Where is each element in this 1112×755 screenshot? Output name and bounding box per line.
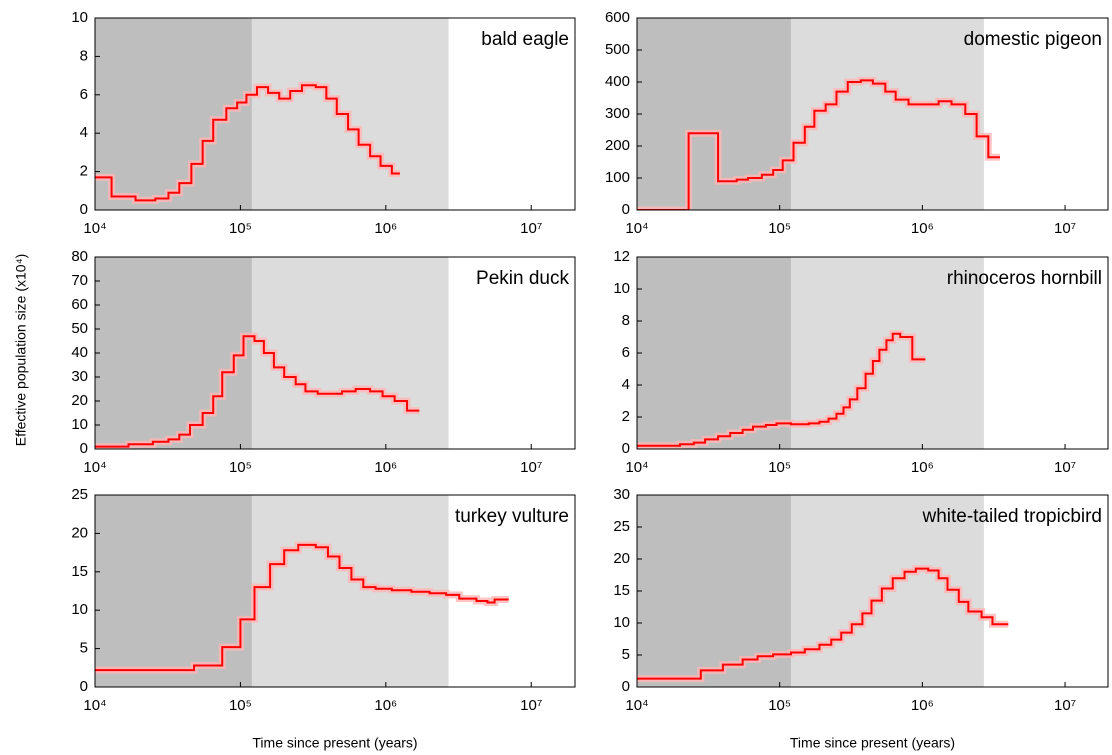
- x-tick-label: 10⁶: [911, 697, 934, 714]
- y-tick-label: 30: [613, 486, 630, 503]
- shaded-period: [95, 495, 252, 687]
- x-tick-label: 10⁷: [1054, 697, 1076, 714]
- y-tick-label: 20: [71, 524, 88, 541]
- x-axis-label: Time since present (years): [790, 735, 955, 751]
- x-tick-label: 10⁵: [229, 220, 252, 237]
- y-tick-label: 6: [80, 86, 88, 103]
- y-tick-label: 20: [613, 550, 630, 567]
- x-tick-label: 10⁴: [625, 697, 648, 714]
- psmc-line: [637, 332, 926, 447]
- y-tick-label: 0: [622, 201, 630, 218]
- x-tick-label: 10⁶: [374, 697, 397, 714]
- panel-title: domestic pigeon: [964, 29, 1102, 50]
- panel-title: Pekin duck: [476, 268, 569, 289]
- x-tick-label: 10⁵: [768, 459, 791, 476]
- y-tick-label: 2: [80, 163, 88, 180]
- y-tick-label: 2: [622, 408, 630, 425]
- y-axis-label: Effective population size (x10⁴): [13, 254, 29, 447]
- panel: [637, 495, 1009, 687]
- y-tick-label: 30: [71, 368, 88, 385]
- y-tick-label: 0: [80, 678, 88, 695]
- x-tick-label: 10⁵: [229, 459, 252, 476]
- psmc-line: [95, 335, 420, 448]
- y-tick-label: 4: [80, 124, 88, 141]
- y-tick-label: 500: [605, 41, 630, 58]
- y-tick-label: 4: [622, 376, 630, 393]
- y-tick-label: 10: [613, 614, 630, 631]
- x-tick-label: 10⁶: [911, 459, 934, 476]
- y-tick-label: 8: [80, 47, 88, 64]
- x-tick-label: 10⁴: [625, 220, 648, 237]
- y-tick-label: 100: [605, 169, 630, 186]
- y-tick-label: 0: [80, 440, 88, 457]
- shaded-period: [95, 257, 252, 449]
- shaded-period: [251, 257, 449, 449]
- x-tick-label: 10⁵: [768, 220, 791, 237]
- y-tick-label: 25: [71, 486, 88, 503]
- y-tick-label: 10: [71, 416, 88, 433]
- y-tick-label: 400: [605, 73, 630, 90]
- x-tick-label: 10⁴: [83, 220, 106, 237]
- y-tick-label: 40: [71, 344, 88, 361]
- y-tick-label: 300: [605, 105, 630, 122]
- y-tick-label: 8: [622, 312, 630, 329]
- plot-frame: [94, 17, 576, 211]
- y-tick-label: 15: [71, 563, 88, 580]
- y-tick-label: 10: [71, 601, 88, 618]
- plot-frame: [94, 494, 576, 688]
- y-tick-label: 600: [605, 9, 630, 26]
- y-tick-label: 5: [622, 646, 630, 663]
- shaded-period: [637, 257, 791, 449]
- y-tick-label: 60: [71, 296, 88, 313]
- y-tick-label: 15: [613, 582, 630, 599]
- y-tick-label: 70: [71, 272, 88, 289]
- panel: [95, 257, 449, 449]
- panel: [95, 495, 509, 687]
- y-tick-label: 0: [622, 678, 630, 695]
- y-tick-label: 20: [71, 392, 88, 409]
- psmc-line: [95, 84, 400, 202]
- y-tick-label: 12: [613, 248, 630, 265]
- x-tick-label: 10⁷: [1054, 220, 1076, 237]
- y-tick-label: 200: [605, 137, 630, 154]
- y-tick-label: 10: [613, 280, 630, 297]
- x-tick-label: 10⁶: [374, 220, 397, 237]
- x-axis-label: Time since present (years): [252, 735, 417, 751]
- x-tick-label: 10⁵: [229, 697, 252, 714]
- x-tick-label: 10⁶: [374, 459, 397, 476]
- x-tick-label: 10⁴: [83, 459, 106, 476]
- panel: [637, 257, 984, 449]
- panel-title: white-tailed tropicbird: [921, 506, 1102, 527]
- panel: [637, 18, 1000, 210]
- panel-title: rhinoceros hornbill: [947, 268, 1102, 289]
- x-tick-label: 10⁷: [520, 697, 542, 714]
- psmc-line: [637, 79, 1000, 210]
- panel: [95, 18, 449, 210]
- x-tick-label: 10⁶: [911, 220, 934, 237]
- x-tick-label: 10⁴: [625, 459, 648, 476]
- x-tick-label: 10⁷: [520, 220, 542, 237]
- shaded-period: [637, 18, 791, 210]
- y-tick-label: 25: [613, 518, 630, 535]
- y-tick-label: 50: [71, 320, 88, 337]
- x-tick-label: 10⁴: [83, 697, 106, 714]
- y-tick-label: 0: [80, 201, 88, 218]
- y-tick-label: 10: [71, 9, 88, 26]
- y-tick-label: 80: [71, 248, 88, 265]
- y-tick-label: 6: [622, 344, 630, 361]
- y-tick-label: 5: [80, 640, 88, 657]
- y-tick-label: 0: [622, 440, 630, 457]
- x-tick-label: 10⁷: [1054, 459, 1076, 476]
- panel-title: turkey vulture: [455, 506, 569, 527]
- panel-title: bald eagle: [481, 29, 569, 50]
- psmc-line: [95, 543, 509, 672]
- psmc-line: [637, 567, 1009, 680]
- x-tick-label: 10⁵: [768, 697, 791, 714]
- x-tick-label: 10⁷: [520, 459, 542, 476]
